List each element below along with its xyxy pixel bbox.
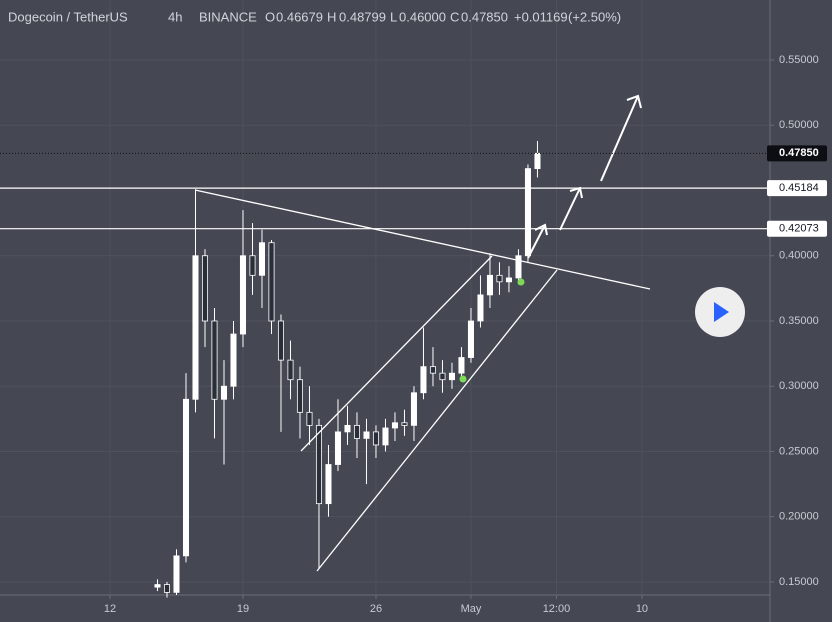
candle-body (505, 277, 512, 283)
candle-body (201, 255, 209, 322)
signal-dot (517, 278, 525, 286)
candle-body (163, 584, 171, 593)
ohlc-value: 0.46679 (276, 9, 323, 24)
trend-line (194, 189, 651, 290)
candle-body (353, 424, 360, 439)
candle-body (211, 320, 218, 400)
y-tick-label: 0.25000 (779, 445, 819, 457)
candle-body (325, 464, 332, 505)
interval: 4h (168, 9, 182, 24)
y-tick-label: 0.15000 (779, 576, 819, 588)
change-percent: (+2.50%) (568, 9, 621, 24)
candle-body (372, 431, 379, 446)
candle-body (410, 392, 417, 426)
y-tick-label: 0.35000 (779, 315, 819, 327)
x-tick-label: 12:00 (543, 603, 571, 615)
x-tick-label: 26 (370, 603, 382, 615)
candle-body (220, 385, 228, 400)
candle-body (496, 274, 503, 283)
candle-body (448, 372, 455, 381)
candle-body (515, 255, 522, 279)
candle-body (230, 333, 237, 387)
y-tick-label: 0.50000 (779, 119, 819, 131)
candle-body (334, 431, 341, 465)
ohlc-value: 0.46000 (399, 9, 446, 24)
candle-body (344, 424, 351, 433)
last-price-label: 0.47850 (779, 147, 819, 159)
price-label-box (767, 220, 827, 237)
candle-body (420, 366, 427, 394)
play-button[interactable] (695, 287, 745, 337)
x-tick-label: 12 (104, 603, 116, 615)
candle-body (277, 320, 284, 361)
candle-body (382, 427, 389, 446)
candle-body (363, 431, 370, 439)
candle-body (182, 398, 190, 557)
ohlc-label: L (390, 9, 397, 24)
last-price-box (767, 145, 827, 162)
candle-body (315, 424, 322, 505)
change: +0.01169 (514, 9, 568, 24)
candle-body (268, 242, 275, 322)
ohlc-label: H (327, 9, 336, 24)
ohlc-label: C (450, 9, 459, 24)
candle-body (287, 359, 294, 381)
ohlc-label: O (265, 9, 275, 24)
channel-lower (316, 269, 558, 572)
candle-body (173, 555, 180, 593)
candles (154, 140, 541, 598)
candle-body (429, 366, 436, 374)
y-tick-label: 0.55000 (779, 54, 819, 66)
candle-body (306, 411, 313, 426)
y-tick-label: 0.30000 (779, 380, 819, 392)
price-label: 0.45184 (779, 182, 819, 194)
x-tick-label: 19 (237, 603, 249, 615)
price-label: 0.42073 (779, 223, 819, 235)
symbol: Dogecoin / TetherUS (8, 9, 128, 24)
candle-body (524, 168, 531, 257)
signal-dot (459, 375, 467, 383)
ohlc-value: 0.48799 (339, 9, 386, 24)
candle-body (296, 379, 303, 413)
x-tick-label: May (461, 603, 482, 615)
candle-body (401, 422, 408, 426)
candle-body (391, 422, 398, 429)
candle-body (486, 274, 493, 296)
x-tick-label: 10 (636, 603, 648, 615)
axes: 0.15000 0.20000 0.25000 0.30000 0.35000 0.400… (0, 54, 827, 615)
price-label-box (767, 180, 827, 197)
exchange: BINANCE (199, 9, 257, 24)
candle-body (258, 242, 265, 276)
candle-body (249, 255, 256, 276)
candle-body (534, 152, 541, 169)
candle-body (458, 357, 465, 374)
play-icon[interactable] (714, 302, 729, 322)
y-tick-label: 0.20000 (779, 511, 819, 523)
candle-body (239, 255, 247, 335)
ohlc-value: 0.47850 (461, 9, 508, 24)
candle-body (439, 372, 446, 381)
channel-upper (300, 255, 493, 452)
y-tick-label: 0.40000 (779, 250, 819, 262)
candle-body (154, 584, 161, 588)
arrow (600, 94, 642, 182)
candle-body (192, 255, 199, 400)
candle-body (467, 320, 474, 358)
candle-body (477, 294, 484, 322)
